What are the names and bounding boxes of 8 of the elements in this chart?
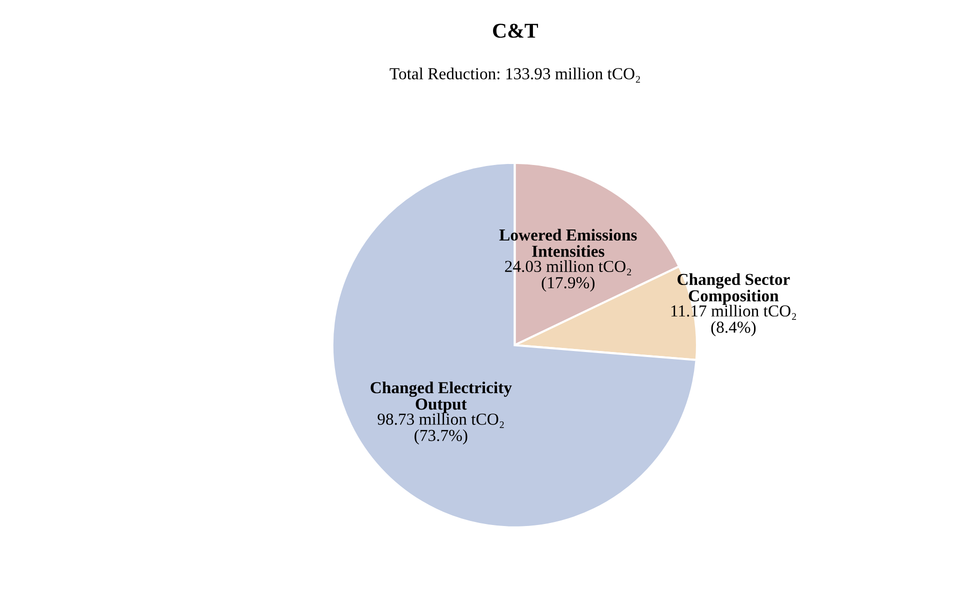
data-label: 98.73 million tCO₂ (73.7%)	[378, 413, 504, 444]
data-label: 11.17 million tCO₂ (8.4%)	[671, 304, 796, 336]
chart-title: C&T	[493, 24, 538, 38]
chart-subtitle: Total Reduction: 133.93 million tCO₂	[390, 68, 640, 83]
slice-label: Changed Sector Composition	[678, 273, 790, 305]
slice-label: Lowered Emissions Intensities	[499, 228, 637, 257]
slice-label: Changed Electricity Output	[370, 382, 512, 414]
data-label: 24.03 million tCO₂ (17.9%)	[505, 260, 632, 292]
